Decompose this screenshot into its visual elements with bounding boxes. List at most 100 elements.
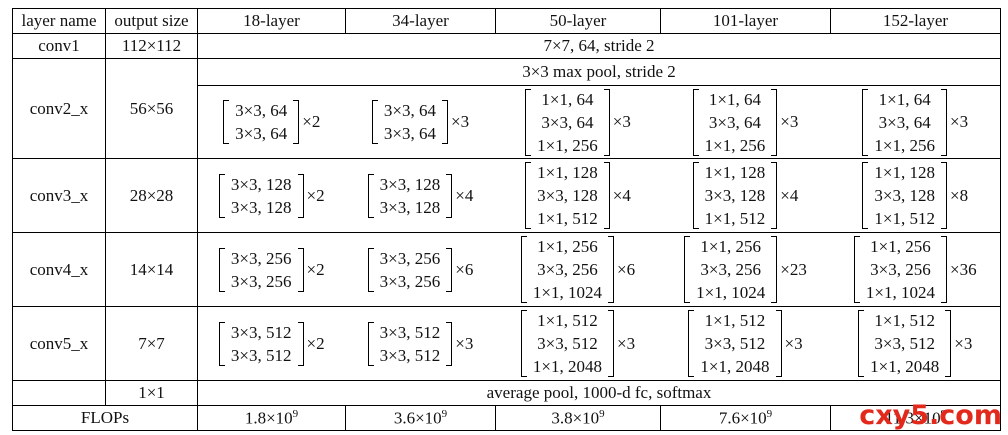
table-row: FLOPs 1.8×109 3.6×109 3.8×109 7.6×109 11.3×10…: [12, 405, 1001, 431]
table-cell: 1×1, 256 3×3, 256 1×1, 1024 ×23: [660, 232, 831, 307]
table-cell: 3.8×109: [495, 405, 661, 431]
table-cell: 56×56: [105, 58, 198, 159]
block: 3×3, 256 3×3, 256 ×2: [218, 247, 325, 293]
table-cell: 3×3 max pool, stride 2: [197, 58, 1001, 86]
layer-spec: 3×3, 128: [379, 197, 441, 217]
repeat: ×4: [612, 185, 631, 205]
repeat: ×6: [617, 259, 636, 279]
layer-spec: 3×3, 64: [708, 112, 761, 132]
table-cell: 14×14: [105, 232, 198, 307]
layer-spec: 3×3, 512: [379, 322, 441, 342]
table-cell: 1×1, 64 3×3, 64 1×1, 256 ×3: [495, 85, 661, 159]
repeat: ×3: [612, 112, 631, 131]
repeat: ×8: [950, 185, 969, 205]
layer-spec: 3×3, 64: [235, 124, 288, 143]
layer-spec: 1×1, 2048: [532, 357, 602, 376]
layer-spec: 1×1, 64: [708, 89, 761, 109]
table-cell: 3×3, 64 3×3, 64 ×2: [197, 85, 346, 159]
layer-spec: 3×3, 64: [383, 124, 436, 143]
bracket: 3×3, 64 3×3, 64: [223, 99, 300, 145]
table-cell: 152-layer: [830, 8, 1001, 34]
layer-spec: 1×1, 1024: [865, 283, 935, 302]
bracket: 3×3, 128 3×3, 128: [367, 173, 453, 219]
bracket: 1×1, 256 3×3, 256 1×1, 1024: [853, 235, 948, 304]
block: 1×1, 64 3×3, 64 1×1, 256 ×3: [862, 88, 968, 157]
repeat: ×3: [451, 112, 470, 131]
bracket: 1×1, 128 3×3, 128 1×1, 512: [525, 161, 610, 230]
layer-spec: 3×3, 512: [537, 334, 598, 353]
flops-exponent: 9: [292, 407, 299, 420]
layer-spec: 3×3, 64: [383, 101, 436, 120]
block: 1×1, 512 3×3, 512 1×1, 2048 ×3: [520, 309, 635, 378]
table-cell: conv4_x: [12, 232, 106, 307]
layer-spec: 1×1, 256: [870, 237, 931, 256]
block: 1×1, 256 3×3, 256 1×1, 1024 ×6: [520, 235, 636, 304]
table-row: 1×1 average pool, 1000-d fc, softmax: [12, 380, 1001, 406]
table-row: conv5_x 7×7 3×3, 512 3×3, 512 ×2 3×3, 512 3×3,…: [12, 306, 1001, 381]
flops-exponent: 9: [441, 407, 448, 420]
table-row: conv4_x 14×14 3×3, 256 3×3, 256 ×2 3×3, 256 3×…: [12, 232, 1001, 307]
bracket: 1×1, 256 3×3, 256 1×1, 1024: [520, 235, 615, 304]
bracket: 3×3, 256 3×3, 256: [367, 247, 453, 293]
layer-spec: 3×3, 256: [230, 271, 292, 291]
layer-spec: 3×3, 512: [704, 334, 766, 353]
table-row: 3×3, 64 3×3, 64 ×2 3×3, 64 3×3, 64 ×3 1×1, 64 3…: [13, 85, 1001, 159]
repeat: ×2: [306, 259, 325, 279]
watermark: cxy5.com: [859, 400, 1002, 431]
layer-spec: 1×1, 1024: [696, 283, 766, 302]
flops-base: 11.3×10: [884, 408, 941, 428]
block: 3×3, 128 3×3, 128 ×2: [218, 173, 325, 219]
flops-base: 1.8×10: [244, 408, 293, 428]
layer-spec: 1×1, 512: [704, 209, 766, 228]
repeat: ×6: [455, 259, 474, 279]
table-cell: 112×112: [105, 33, 198, 59]
bracket: 3×3, 128 3×3, 128: [218, 173, 304, 219]
bracket: 1×1, 512 3×3, 512 1×1, 2048: [688, 309, 782, 378]
layer-spec: 3×3, 128: [537, 186, 598, 205]
block: 1×1, 256 3×3, 256 1×1, 1024 ×23: [684, 235, 807, 304]
layer-spec: 1×1, 512: [874, 209, 935, 228]
table-cell: [12, 380, 106, 406]
table-cell: 3.6×109: [345, 405, 496, 431]
layer-spec: 1×1, 128: [874, 163, 935, 182]
table-cell: 3×3, 512 3×3, 512 ×2: [197, 306, 346, 381]
block: 1×1, 64 3×3, 64 1×1, 256 ×3: [692, 88, 799, 157]
bracket: 1×1, 256 3×3, 256 1×1, 1024: [684, 235, 778, 304]
layer-spec: 3×3, 512: [379, 345, 441, 365]
layer-spec: 3×3, 256: [230, 248, 292, 268]
block: 3×3, 256 3×3, 256 ×6: [367, 247, 474, 293]
block: 3×3, 128 3×3, 128 ×4: [367, 173, 473, 219]
layer-spec: 1×1, 128: [704, 163, 766, 182]
table-cell: 1×1, 64 3×3, 64 1×1, 256 ×3: [660, 85, 831, 159]
bracket: 1×1, 128 3×3, 128 1×1, 512: [692, 161, 778, 230]
repeat: ×2: [306, 185, 325, 205]
table-cell: 3×3, 64 3×3, 64 ×3: [345, 85, 496, 159]
repeat: ×3: [954, 333, 973, 353]
bracket: 1×1, 512 3×3, 512 1×1, 2048: [520, 309, 615, 378]
layer-spec: 3×3, 128: [874, 186, 935, 205]
table-cell: 3×3, 512 3×3, 512 ×3: [345, 306, 496, 381]
table-cell: 11.3×109: [830, 405, 1001, 431]
block: 1×1, 512 3×3, 512 1×1, 2048 ×3: [688, 309, 803, 378]
block: 3×3, 512 3×3, 512 ×2: [218, 321, 325, 367]
table-cell: 18-layer: [197, 8, 346, 34]
table-cell: 1×1, 512 3×3, 512 1×1, 2048 ×3: [830, 306, 1001, 381]
bracket: 1×1, 512 3×3, 512 1×1, 2048: [858, 309, 952, 378]
block: 1×1, 256 3×3, 256 1×1, 1024 ×36: [853, 235, 977, 304]
layer-spec: 3×3, 512: [230, 322, 292, 342]
layer-spec: 3×3, 512: [874, 334, 935, 353]
table-cell: 1×1, 64 3×3, 64 1×1, 256 ×3: [830, 85, 1001, 159]
table-cell: conv3_x: [12, 158, 106, 233]
repeat: ×3: [455, 333, 474, 353]
layer-spec: 1×1, 512: [704, 311, 766, 330]
table-row: layer name output size 18-layer 34-layer 50-…: [12, 8, 1001, 34]
repeat: ×3: [780, 112, 799, 131]
layer-spec: 1×1, 64: [878, 89, 931, 109]
layer-spec: 1×1, 256: [700, 237, 761, 256]
table-cell: 34-layer: [345, 8, 496, 34]
flops-base: 7.6×10: [718, 408, 767, 428]
flops-base: 3.8×10: [551, 408, 600, 428]
bracket: 3×3, 64 3×3, 64: [371, 99, 449, 145]
layer-spec: 3×3, 256: [700, 260, 761, 279]
flops-exponent: 9: [766, 407, 773, 420]
